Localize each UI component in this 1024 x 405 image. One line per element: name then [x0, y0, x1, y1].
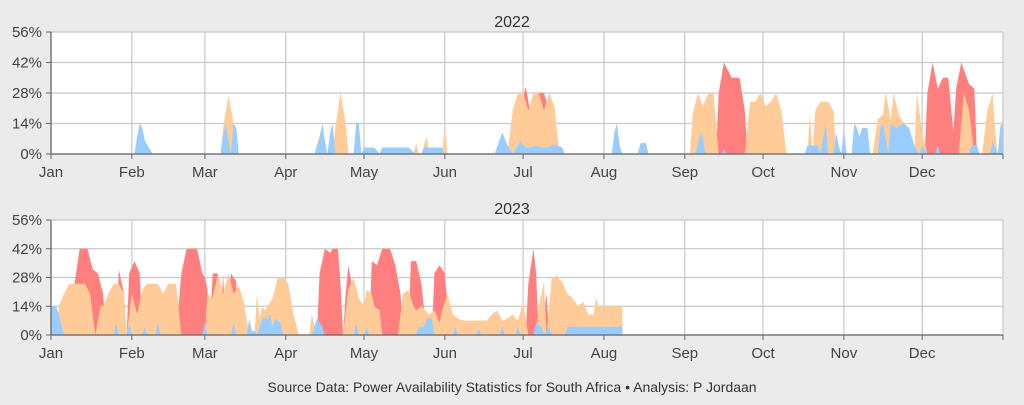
- x-tick-label: Oct: [751, 345, 775, 362]
- chart-title-2022: 2022: [494, 14, 530, 31]
- x-tick-label: Nov: [831, 164, 858, 181]
- x-tick-label: Aug: [591, 164, 618, 181]
- x-tick-label: Apr: [274, 345, 297, 362]
- area-series-mid: [51, 93, 1003, 154]
- area-chart-2023: 0% 14% 28% 42% 56% Jan Feb Mar Apr May Jun Jul Aug Se…: [12, 212, 1004, 362]
- area-series-mid: [51, 273, 1003, 335]
- area-series-low: [51, 123, 1003, 154]
- x-tick-label: Jun: [433, 345, 457, 362]
- x-tick-label: Sep: [671, 345, 698, 362]
- x-tick-label: Apr: [274, 164, 297, 181]
- x-tick-label: Sep: [671, 164, 698, 181]
- x-tick-label: May: [350, 164, 379, 181]
- x-tick-label: Jan: [39, 164, 63, 181]
- x-tick-label: Jun: [433, 164, 457, 181]
- area-chart-2022: 0% 14% 28% 42% 56% Jan Feb Mar Apr May Jun Jul Aug Se…: [12, 24, 1004, 181]
- y-tick-label: 42%: [12, 241, 42, 258]
- y-tick-label: 56%: [12, 212, 42, 229]
- x-tick-label: Nov: [831, 345, 858, 362]
- x-tick-label: Mar: [192, 345, 218, 362]
- area-series-high: [51, 248, 1003, 335]
- x-tick-label: Jul: [513, 164, 532, 181]
- x-tick-label: Jan: [39, 345, 63, 362]
- y-tick-label: 0%: [20, 146, 42, 163]
- x-tick-label: Jul: [513, 345, 532, 362]
- chart-title-2023: 2023: [494, 201, 530, 218]
- y-tick-label: 28%: [12, 85, 42, 102]
- x-tick-label: Dec: [909, 345, 936, 362]
- area-series-low: [51, 306, 1003, 335]
- x-tick-label: Dec: [909, 164, 936, 181]
- y-tick-label: 42%: [12, 55, 42, 72]
- x-tick-label: Feb: [119, 345, 145, 362]
- source-caption: Source Data: Power Availability Statisti…: [267, 379, 757, 395]
- y-tick-label: 14%: [12, 116, 42, 133]
- x-tick-label: Mar: [192, 164, 218, 181]
- y-tick-label: 28%: [12, 270, 42, 287]
- x-tick-label: Feb: [119, 164, 145, 181]
- x-tick-label: May: [350, 345, 379, 362]
- x-tick-label: Oct: [751, 164, 775, 181]
- y-tick-label: 56%: [12, 24, 42, 41]
- y-tick-label: 14%: [12, 298, 42, 315]
- x-tick-label: Aug: [591, 345, 618, 362]
- y-tick-label: 0%: [20, 327, 42, 344]
